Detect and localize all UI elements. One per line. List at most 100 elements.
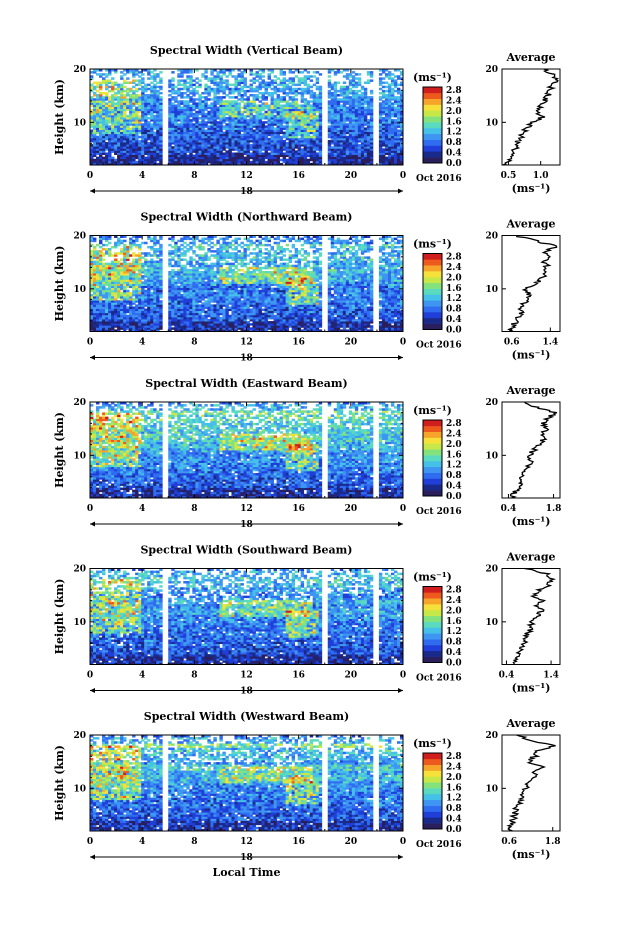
heatmap-cell (150, 75, 154, 78)
heatmap-cell (105, 154, 109, 158)
heatmap-cell (348, 91, 353, 95)
heatmap-cell (93, 108, 97, 112)
heatmap-cell (366, 150, 371, 153)
heatmap-cell (279, 98, 284, 101)
heatmap-cell (300, 110, 305, 114)
heatmap-cell (177, 133, 181, 137)
heatmap-cell (231, 104, 235, 107)
heatmap-cell (111, 137, 115, 141)
heatmap-cell (348, 156, 353, 160)
heatmap-cell (390, 83, 395, 87)
heatmap-cell (342, 129, 347, 133)
heatmap-cell (114, 158, 118, 162)
heatmap-cell (312, 160, 317, 164)
heatmap-cell (135, 98, 139, 101)
heatmap-cell (216, 162, 220, 166)
heatmap-cell (315, 110, 320, 114)
heatmap-cell (150, 133, 154, 137)
heatmap-cell (201, 144, 205, 147)
heatmap-cell (183, 146, 187, 149)
heatmap-cell (261, 108, 265, 112)
heatmap-cell (240, 127, 244, 130)
heatmap-cell (354, 96, 359, 99)
heatmap-cell (138, 100, 142, 103)
heatmap-cell (393, 152, 398, 155)
heatmap-cell (330, 150, 335, 153)
heatmap-cell (387, 94, 392, 97)
heatmap-cell (306, 83, 311, 87)
heatmap-cell (387, 142, 392, 145)
heatmap-cell (228, 104, 232, 107)
heatmap-cell (99, 144, 103, 147)
heatmap-cell (276, 96, 281, 99)
heatmap-cell (345, 154, 350, 158)
heatmap-cell (330, 162, 335, 166)
heatmap-cell (309, 131, 314, 135)
heatmap-cell (237, 69, 241, 72)
heatmap-cell (201, 91, 205, 95)
heatmap-cell (150, 87, 154, 91)
heatmap-cell (114, 150, 118, 153)
heatmap-cell (156, 102, 160, 105)
heatmap-cell (222, 73, 226, 76)
heatmap-cell (186, 158, 190, 162)
heatmap-cell (381, 117, 386, 120)
heatmap-cell (282, 114, 287, 118)
heatmap-cell (318, 160, 323, 164)
heatmap-cell (234, 114, 238, 118)
heatmap-cell (138, 71, 142, 74)
heatmap-cell (339, 110, 344, 114)
heatmap-cell (129, 142, 133, 145)
heatmap-cell (252, 146, 256, 149)
heatmap-cell (273, 102, 277, 105)
heatmap-cell (159, 133, 163, 137)
heatmap-cell (192, 142, 196, 145)
heatmap-cell (234, 125, 238, 128)
heatmap-cell (216, 131, 220, 135)
heatmap-cell (90, 325, 94, 328)
day-axis-arrow-right (398, 188, 403, 194)
heatmap-cell (90, 160, 94, 164)
heatmap-cell (276, 162, 281, 166)
heatmap-cell (168, 79, 172, 82)
heatmap-cell (141, 129, 145, 133)
heatmap-cell (177, 158, 181, 162)
heatmap-cell (168, 329, 172, 332)
heatmap-cell (192, 158, 196, 162)
heatmap-cell (210, 150, 214, 153)
heatmap-cell (225, 144, 229, 147)
heatmap-cell (225, 112, 229, 116)
heatmap-cell (354, 106, 359, 110)
heatmap-cell (354, 77, 359, 80)
heatmap-cell (297, 91, 302, 95)
heatmap-cell (387, 77, 392, 80)
heatmap-cell (153, 108, 157, 112)
heatmap-cell (309, 119, 314, 122)
heatmap-cell (246, 106, 250, 110)
heatmap-cell (204, 89, 208, 93)
heatmap-cell (291, 98, 296, 101)
heatmap-cell (288, 133, 293, 137)
heatmap-cell (318, 108, 323, 112)
heatmap-cell (228, 158, 232, 162)
heatmap-cell (366, 139, 371, 143)
heatmap-cell (207, 121, 211, 124)
heatmap-cell (225, 154, 229, 158)
heatmap-cell (291, 154, 296, 158)
heatmap-cell (354, 129, 359, 133)
heatmap-cell (93, 329, 97, 332)
heatmap-cell (300, 94, 305, 97)
heatmap-cell (171, 98, 175, 101)
heatmap-cell (168, 142, 172, 145)
x-tick-label: 8 (191, 171, 197, 181)
heatmap-cell (303, 114, 308, 118)
heatmap-cell (327, 69, 332, 72)
heatmap-cell (189, 144, 193, 147)
heatmap-cell (180, 139, 184, 143)
heatmap-cell (108, 102, 112, 105)
heatmap-cell (363, 160, 368, 164)
heatmap-cell (105, 146, 109, 149)
heatmap-cell (363, 327, 368, 330)
heatmap-cell (252, 142, 256, 145)
heatmap-cell (294, 106, 299, 110)
